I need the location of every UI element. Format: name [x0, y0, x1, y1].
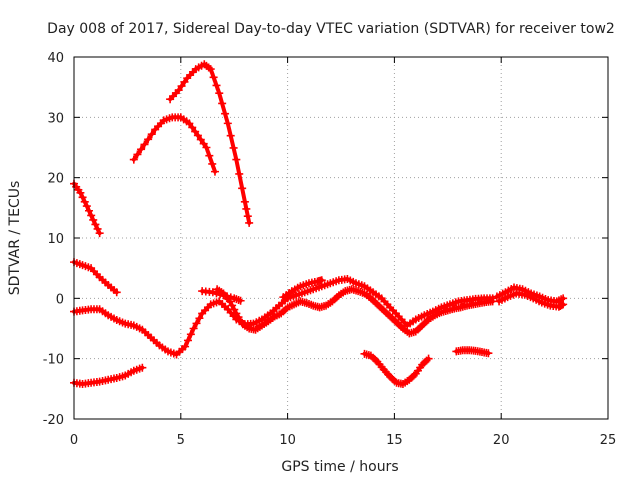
data-point: [240, 197, 249, 206]
data-point: [218, 99, 227, 108]
y-tick-label: 10: [47, 232, 64, 247]
x-tick-label: 15: [386, 433, 403, 448]
y-tick-label: -10: [43, 353, 64, 368]
data-point: [228, 301, 237, 310]
x-tick-label: 0: [70, 433, 78, 448]
data-point: [205, 151, 214, 160]
data-point: [93, 224, 102, 233]
data-point: [195, 314, 204, 323]
plot-frame: [73, 56, 609, 420]
data-point: [147, 130, 156, 139]
data-point: [215, 89, 224, 98]
data-point: [112, 288, 121, 297]
data-point: [559, 300, 568, 309]
y-axis-label: SDTVAR / TECUs: [7, 181, 23, 296]
data-point: [208, 159, 217, 168]
data-point: [235, 169, 244, 178]
x-axis-label: GPS time / hours: [281, 459, 398, 475]
data-point: [210, 167, 219, 176]
data-point: [82, 202, 91, 211]
data-point: [221, 109, 230, 118]
data-point: [133, 150, 142, 159]
data-point: [80, 197, 89, 206]
series-arc-3: [166, 60, 254, 227]
data-point: [208, 288, 217, 297]
data-point: [138, 363, 147, 372]
data-point: [196, 135, 205, 144]
grid-lines: [73, 56, 609, 420]
data-point: [186, 330, 195, 339]
data-point: [87, 211, 96, 220]
tick-labels: 0 5 10 15 20 25 -20 -10 0 10 20 30 40: [43, 51, 617, 448]
data-point: [129, 155, 138, 164]
x-tick-label: 5: [177, 433, 185, 448]
series-arc-4: [70, 258, 121, 297]
data-point: [238, 184, 247, 193]
data-point: [206, 65, 215, 74]
data-point: [140, 140, 149, 149]
data-point: [78, 193, 87, 202]
data-point: [317, 276, 326, 285]
data-point: [91, 220, 100, 229]
y-tick-label: 0: [56, 292, 64, 307]
series-arc-8: [279, 276, 326, 302]
series-arc-13: [495, 289, 568, 311]
data-point: [219, 291, 228, 300]
data-point: [212, 81, 221, 90]
data-marks: [70, 60, 568, 389]
data-point: [223, 292, 232, 301]
data-point: [181, 342, 190, 351]
series-arc-1: [70, 179, 104, 238]
series-arc-9: [70, 363, 147, 389]
series-arc-2: [129, 113, 219, 176]
data-point: [202, 143, 211, 152]
y-tick-label: 20: [47, 172, 64, 187]
data-point: [242, 204, 251, 213]
data-point: [89, 215, 98, 224]
data-point: [188, 123, 197, 132]
data-point: [229, 143, 238, 152]
data-point: [95, 229, 104, 238]
data-point: [245, 218, 254, 227]
series-arc-10: [360, 349, 433, 389]
data-point: [185, 119, 194, 128]
x-tick-label: 10: [279, 433, 296, 448]
data-point: [193, 131, 202, 140]
data-point: [424, 354, 433, 363]
data-point: [84, 206, 93, 215]
data-point: [484, 349, 493, 358]
data-point: [212, 289, 221, 298]
series-arc-11: [452, 346, 493, 358]
series-arc-7: [198, 287, 245, 305]
data-point: [209, 73, 218, 82]
y-tick-label: -20: [43, 413, 64, 428]
data-point: [76, 188, 85, 197]
data-point: [137, 145, 146, 154]
series-arc-6: [213, 285, 497, 338]
data-point: [183, 336, 192, 345]
x-tick-label: 20: [493, 433, 510, 448]
data-point: [144, 135, 153, 144]
data-point: [236, 296, 245, 305]
data-point: [177, 82, 186, 91]
data-point: [192, 319, 201, 328]
data-point: [226, 131, 235, 140]
data-point: [189, 324, 198, 333]
data-point: [223, 119, 232, 128]
chart-title: Day 008 of 2017, Sidereal Day-to-day VTE…: [47, 21, 615, 37]
y-tick-label: 40: [47, 51, 64, 66]
x-tick-label: 25: [600, 433, 617, 448]
y-tick-label: 30: [47, 111, 64, 126]
data-point: [232, 155, 241, 164]
data-point: [243, 212, 252, 221]
data-point: [174, 86, 183, 95]
